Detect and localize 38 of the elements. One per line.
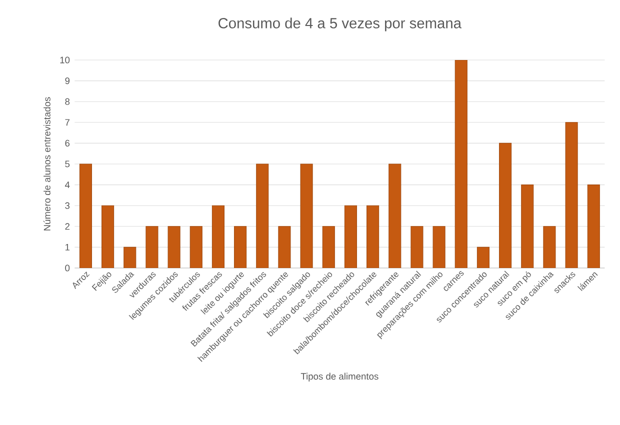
- bar: [278, 226, 291, 268]
- y-tick-label: 10: [60, 56, 70, 64]
- y-tick-label: 8: [65, 98, 70, 105]
- bar: [102, 205, 114, 268]
- y-tick-label: 7: [65, 119, 70, 126]
- x-axis-title: Tipos de alimentos: [300, 372, 378, 382]
- bar: [565, 122, 578, 268]
- y-tick-label: 1: [65, 244, 70, 250]
- bar: [499, 142, 512, 268]
- bar: [476, 246, 490, 268]
- bar: [587, 184, 600, 268]
- bar: [454, 60, 468, 268]
- bar: [322, 226, 335, 268]
- bar: [521, 184, 534, 268]
- bar: [124, 246, 136, 268]
- bar: [432, 226, 446, 268]
- y-tick-label: 0: [65, 264, 70, 272]
- y-tick-label: 9: [65, 78, 70, 84]
- bar: [212, 205, 224, 268]
- bar: [234, 226, 247, 268]
- y-tick-label: 6: [65, 140, 70, 146]
- y-tick-label: 3: [65, 202, 70, 209]
- bar: [256, 164, 269, 268]
- y-tick-label: 2: [65, 223, 70, 230]
- bar: [146, 226, 158, 268]
- bar: [410, 226, 424, 268]
- chart-title: Consumo de 4 a 5 vezes por semana: [218, 18, 462, 32]
- bar: [366, 205, 380, 268]
- y-tick-label: 5: [65, 160, 70, 168]
- bar: [344, 205, 357, 268]
- y-axis-title: Número de alunos entrevistados: [43, 97, 50, 230]
- bar: [168, 226, 180, 268]
- bar: [79, 164, 92, 268]
- bar: [543, 226, 556, 268]
- y-tick-label: 4: [64, 182, 70, 188]
- bar: [190, 226, 202, 268]
- bar: [300, 164, 313, 268]
- bar: [388, 164, 402, 268]
